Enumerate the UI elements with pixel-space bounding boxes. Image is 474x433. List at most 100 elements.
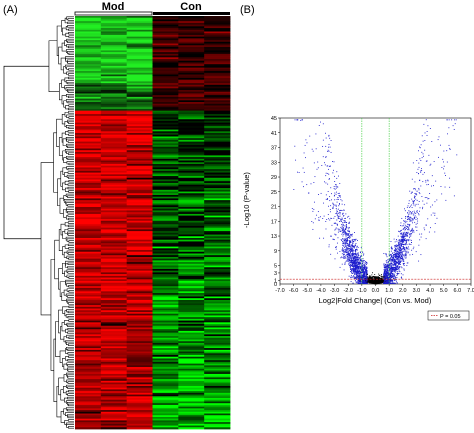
dendrogram-branch <box>67 348 74 351</box>
heatmap-cell <box>178 268 205 272</box>
heatmap-cell <box>152 24 179 27</box>
heatmap-cell <box>100 26 128 29</box>
volcano-point <box>351 249 353 251</box>
volcano-point <box>344 220 346 222</box>
heatmap-cell <box>75 348 102 351</box>
heatmap-cell <box>152 318 179 321</box>
volcano-point <box>351 272 353 274</box>
volcano-point <box>399 247 401 249</box>
volcano-point <box>347 230 349 232</box>
heatmap-cell <box>100 65 128 69</box>
volcano-point <box>342 242 344 244</box>
volcano-point <box>399 248 401 249</box>
volcano-point <box>350 246 351 248</box>
heatmap-cell <box>126 360 153 363</box>
volcano-point <box>366 274 368 276</box>
heatmap-cell <box>75 411 102 414</box>
heatmap-cell <box>204 368 231 371</box>
heatmap-cell <box>178 210 205 213</box>
heatmap-cell <box>75 394 102 397</box>
volcano-point <box>363 275 365 277</box>
volcano-point <box>347 260 349 262</box>
heatmap-cell <box>126 112 153 115</box>
heatmap-cell <box>178 237 205 241</box>
volcano-point <box>361 280 362 282</box>
volcano-point <box>352 265 354 267</box>
heatmap-cell <box>75 282 102 285</box>
volcano-point <box>402 243 404 245</box>
heatmap-cell <box>75 330 102 334</box>
volcano-point <box>387 261 389 263</box>
heatmap-cell <box>75 399 102 402</box>
heatmap-cell <box>126 251 153 254</box>
volcano-point <box>354 272 356 274</box>
volcano-point <box>412 219 414 221</box>
heatmap-cell <box>178 133 205 136</box>
volcano-point <box>325 172 327 174</box>
volcano-point <box>370 282 372 284</box>
volcano-point <box>400 258 401 260</box>
heatmap-cell <box>100 236 128 239</box>
volcano-point <box>385 278 387 279</box>
heatmap-cell <box>204 306 231 309</box>
volcano-point <box>378 273 380 275</box>
heatmap-cell <box>100 126 128 129</box>
heatmap-cell <box>100 55 128 58</box>
dendrogram-branch <box>60 223 66 236</box>
volcano-point <box>390 250 392 252</box>
volcano-point <box>410 212 412 213</box>
group-headers: Mod Con <box>74 1 230 16</box>
heatmap-cell <box>75 124 102 127</box>
heatmap-cell <box>152 344 179 347</box>
heatmap-cell <box>100 416 128 420</box>
volcano-point <box>395 259 397 260</box>
heatmap-cell <box>178 138 205 141</box>
heatmap-cell <box>126 24 153 27</box>
volcano-point <box>406 265 408 267</box>
volcano-point <box>362 279 364 281</box>
heatmap-cell <box>126 308 153 311</box>
volcano-point <box>355 255 357 257</box>
volcano-point <box>343 245 345 247</box>
heatmap-cell <box>152 382 179 385</box>
volcano-point <box>361 280 363 282</box>
volcano-point <box>415 212 417 214</box>
volcano-point <box>353 245 355 247</box>
volcano-point <box>346 252 347 253</box>
volcano-point <box>360 259 362 261</box>
heatmap-cell <box>126 29 153 32</box>
heatmap-cell <box>204 410 231 413</box>
volcano-point <box>392 248 393 250</box>
heatmap-cell <box>204 36 231 39</box>
heatmap-cell <box>152 222 179 225</box>
heatmap-cell <box>100 353 128 356</box>
volcano-point <box>365 267 367 269</box>
volcano-point <box>383 271 385 273</box>
volcano-point <box>361 251 363 253</box>
volcano-point <box>373 280 375 282</box>
dendrogram-branch <box>67 386 74 389</box>
volcano-point <box>411 213 413 215</box>
dendrogram-branch <box>66 283 74 287</box>
volcano-point <box>388 279 390 281</box>
volcano-point <box>408 248 410 250</box>
heatmap-cell <box>152 423 179 426</box>
volcano-point <box>385 273 386 274</box>
volcano-point <box>394 258 396 260</box>
volcano-point <box>328 150 330 152</box>
dendrogram-branch <box>68 355 74 358</box>
heatmap-cell <box>75 370 102 373</box>
heatmap-cell <box>75 408 102 411</box>
volcano-point <box>385 269 387 271</box>
dendrogram-branch <box>66 288 74 292</box>
volcano-point <box>336 177 338 179</box>
heatmap-cell <box>152 416 179 420</box>
heatmap-cell <box>100 318 128 321</box>
volcano-point <box>339 221 340 222</box>
volcano-point <box>347 250 349 252</box>
volcano-point <box>360 265 362 267</box>
dendrogram-branch <box>67 50 74 55</box>
volcano-point <box>350 264 352 266</box>
volcano-point <box>346 240 348 242</box>
volcano-point <box>372 279 374 281</box>
